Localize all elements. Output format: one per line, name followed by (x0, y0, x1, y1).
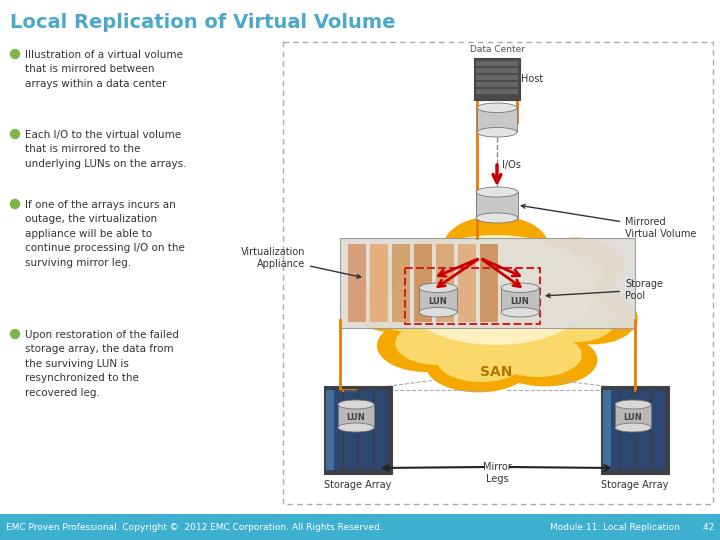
Ellipse shape (338, 423, 374, 432)
Text: Each I/O to the virtual volume
that is mirrored to the
underlying LUNs on the ar: Each I/O to the virtual volume that is m… (25, 130, 186, 169)
Text: LUN: LUN (428, 298, 447, 307)
Circle shape (11, 50, 19, 58)
Bar (652, 390, 665, 470)
Ellipse shape (374, 234, 618, 366)
Text: Mirror
Legs: Mirror Legs (482, 462, 511, 484)
Ellipse shape (426, 340, 531, 393)
Text: Storage Array: Storage Array (324, 480, 392, 490)
Bar (474, 58, 520, 100)
Ellipse shape (477, 127, 517, 137)
Bar (414, 244, 432, 322)
Bar (476, 68, 518, 73)
Circle shape (11, 199, 19, 208)
Bar (621, 390, 634, 470)
Text: Mirrored
Virtual Volume: Mirrored Virtual Volume (521, 204, 696, 239)
Bar (370, 244, 388, 322)
Ellipse shape (386, 240, 484, 293)
Ellipse shape (437, 338, 526, 382)
Bar (326, 390, 334, 470)
Text: Storage
Pool: Storage Pool (546, 279, 663, 301)
Text: Host: Host (521, 74, 544, 84)
Text: I/Os: I/Os (502, 160, 521, 170)
Text: Module 11: Local Replication        42: Module 11: Local Replication 42 (550, 523, 714, 531)
Bar (328, 390, 341, 470)
Ellipse shape (615, 423, 651, 432)
Bar (605, 390, 618, 470)
Ellipse shape (377, 319, 475, 372)
Text: Data Center: Data Center (469, 44, 524, 53)
Ellipse shape (402, 255, 485, 299)
Ellipse shape (395, 321, 478, 365)
Ellipse shape (419, 283, 457, 293)
Text: EMC Proven Professional. Copyright ©  2012 EMC Corporation. All Rights Reserved.: EMC Proven Professional. Copyright © 201… (6, 523, 383, 531)
Bar (476, 89, 518, 94)
Bar (283, 42, 713, 504)
Ellipse shape (521, 253, 604, 297)
Bar (477, 108, 517, 132)
Bar (392, 244, 410, 322)
Ellipse shape (526, 238, 624, 291)
Bar (374, 390, 388, 470)
Bar (419, 288, 457, 312)
Text: If one of the arrays incurs an
outage, the virtualization
appliance will be able: If one of the arrays incurs an outage, t… (25, 200, 185, 268)
Text: LUN: LUN (346, 414, 365, 422)
Bar (476, 61, 518, 66)
Text: SAN: SAN (480, 365, 512, 379)
Bar (348, 244, 366, 322)
Ellipse shape (493, 333, 582, 377)
Text: LUN: LUN (624, 414, 642, 422)
Text: Upon restoration of the failed
storage array, the data from
the surviving LUN is: Upon restoration of the failed storage a… (25, 330, 179, 397)
Ellipse shape (477, 103, 517, 112)
Bar (436, 244, 454, 322)
Bar (601, 386, 669, 474)
Bar (324, 386, 392, 474)
Ellipse shape (615, 400, 651, 409)
Ellipse shape (501, 307, 539, 317)
Bar (476, 75, 518, 80)
Bar (636, 390, 649, 470)
Ellipse shape (338, 400, 374, 409)
Ellipse shape (501, 283, 539, 293)
Ellipse shape (539, 298, 616, 342)
Ellipse shape (396, 235, 596, 345)
Text: LUN: LUN (510, 298, 529, 307)
Text: Storage Array: Storage Array (601, 480, 669, 490)
Bar (476, 192, 518, 218)
Ellipse shape (546, 292, 638, 345)
Ellipse shape (372, 288, 449, 332)
Ellipse shape (451, 235, 541, 285)
Ellipse shape (349, 280, 440, 333)
Ellipse shape (476, 187, 518, 197)
Bar (338, 404, 374, 428)
Bar (480, 244, 498, 322)
Bar (0, 514, 720, 540)
Circle shape (11, 329, 19, 339)
Bar (501, 288, 539, 312)
Ellipse shape (492, 334, 598, 387)
Bar (343, 390, 357, 470)
Bar (476, 82, 518, 87)
Text: Local Replication of Virtual Volume: Local Replication of Virtual Volume (10, 12, 395, 31)
Bar (615, 404, 651, 428)
Bar (603, 390, 611, 470)
Bar (340, 238, 635, 328)
Text: Illustration of a virtual volume
that is mirrored between
arrays within a data c: Illustration of a virtual volume that is… (25, 50, 183, 89)
Ellipse shape (392, 250, 600, 360)
Circle shape (11, 130, 19, 138)
Text: Virtualization
Appliance: Virtualization Appliance (240, 247, 361, 278)
Bar (405, 268, 540, 324)
Bar (458, 244, 476, 322)
Ellipse shape (419, 307, 457, 317)
Ellipse shape (476, 213, 518, 223)
Bar (359, 390, 372, 470)
Ellipse shape (444, 216, 549, 276)
